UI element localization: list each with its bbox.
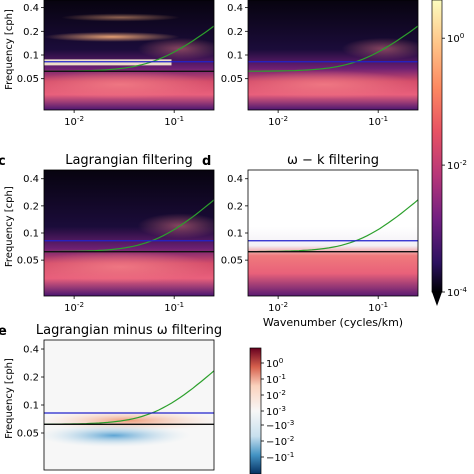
x-tick-label: 10-1	[164, 114, 184, 128]
y-tick-label: 0.4	[227, 174, 243, 185]
colorbar-extend-arrow	[432, 292, 442, 306]
panel-letter: d	[202, 154, 211, 169]
colorbar-tick-label: 10-3	[266, 404, 286, 418]
y-tick-label: 0.4	[227, 3, 243, 14]
negative-difference	[44, 423, 191, 448]
y-tick-label: 0.2	[23, 373, 39, 384]
y-tick-label: 0.2	[23, 27, 39, 38]
y-tick-label: 0.05	[221, 74, 243, 85]
colorbar-tick-label: 10-2	[447, 158, 467, 172]
y-axis-label: Frequency [cph]	[4, 9, 15, 90]
y-tick-label: 0.4	[23, 345, 39, 356]
x-tick-label: 10-2	[268, 114, 288, 128]
plot-area	[44, 170, 214, 296]
dispersion-curve	[248, 25, 418, 72]
plot-area	[248, 0, 418, 110]
colorbar-tick-label: −10-2	[266, 434, 294, 448]
x-tick-label: 10-2	[268, 300, 288, 314]
x-tick-label: 10-1	[368, 114, 388, 128]
y-tick-label: 0.4	[23, 3, 39, 14]
colorbar-tick-label: −10-3	[266, 418, 294, 432]
panel-d: 0.05 0.1 0.2 0.4 10-2 10-1 Wavenumber (cycles/…	[202, 153, 419, 329]
y-tick-label: 0.05	[17, 74, 39, 85]
spectrum-energy	[137, 37, 214, 60]
y-tick-label: 0.2	[23, 201, 39, 212]
spectrum-energy	[137, 213, 214, 239]
x-tick-label: 10-2	[64, 300, 84, 314]
spectrum-energy	[341, 37, 418, 60]
panel-letter: e	[0, 324, 7, 339]
y-tick-label: 0.1	[23, 401, 39, 412]
spectrum-energy	[248, 70, 418, 99]
plot-area	[248, 170, 418, 296]
panel-title: ω − k filtering	[287, 153, 379, 168]
panel-a: 0.05 0.1 0.2 0.4 10-2 10-1 Frequency [cph]	[4, 0, 215, 128]
y-tick-label: 0.2	[227, 201, 243, 212]
colorbar-magma: 100 10-2 10-4	[431, 0, 467, 306]
colorbar-tick-label: 100	[266, 356, 284, 370]
colorbar-tick-label: 10-2	[266, 388, 286, 402]
colorbar-tick-label: −10-1	[266, 450, 294, 464]
y-axis-label: Frequency [cph]	[4, 186, 15, 267]
plot-area	[44, 340, 214, 470]
y-tick-label: 0.4	[23, 174, 39, 185]
x-axis-label: Wavenumber (cycles/km)	[263, 316, 403, 329]
x-tick-label: 10-1	[164, 300, 184, 314]
tidal-harmonic	[61, 13, 180, 22]
colorbar-gradient	[432, 0, 442, 292]
colorbar-diverging: 100 10-1 10-2 10-3−10-3 −10-2 −10-1	[249, 347, 294, 474]
y-tick-label: 0.1	[23, 51, 39, 62]
colorbar-gradient	[250, 348, 261, 474]
y-axis-label: Frequency [cph]	[4, 358, 15, 439]
spectrum-energy	[44, 250, 214, 284]
panel-title: Lagrangian filtering	[65, 153, 193, 168]
colorbar-tick-label: 10-4	[447, 285, 467, 299]
plot-area	[44, 0, 214, 110]
panel-b: 0.05 0.1 0.2 0.4 10-2 10-1	[221, 0, 419, 128]
colorbar-tick-label: 100	[447, 31, 465, 45]
panel-e: 0.05 0.1 0.2 0.4 Frequency [cph] Lagrangian m…	[0, 323, 222, 471]
y-tick-label: 0.2	[227, 27, 243, 38]
y-tick-label: 0.05	[17, 256, 39, 267]
panel-letter: c	[0, 154, 6, 169]
y-tick-label: 0.05	[221, 256, 243, 267]
y-tick-label: 0.05	[17, 428, 39, 439]
panel-title: Lagrangian minus ω filtering	[36, 323, 222, 338]
colorbar-tick-label: 10-1	[266, 372, 286, 386]
y-tick-label: 0.1	[227, 51, 243, 62]
x-tick-label: 10-2	[64, 114, 84, 128]
panel-c: 0.05 0.1 0.2 0.4 10-2 10-1 Frequency [cph] Lagr…	[0, 153, 215, 314]
x-tick-label: 10-1	[368, 300, 388, 314]
difference-field	[44, 340, 214, 470]
y-tick-label: 0.1	[227, 229, 243, 240]
spectrum-field	[248, 170, 418, 296]
colorbar-frame	[431, 0, 443, 293]
tidal-harmonic	[44, 31, 180, 42]
y-tick-label: 0.1	[23, 229, 39, 240]
spectrum-energy	[44, 70, 214, 99]
